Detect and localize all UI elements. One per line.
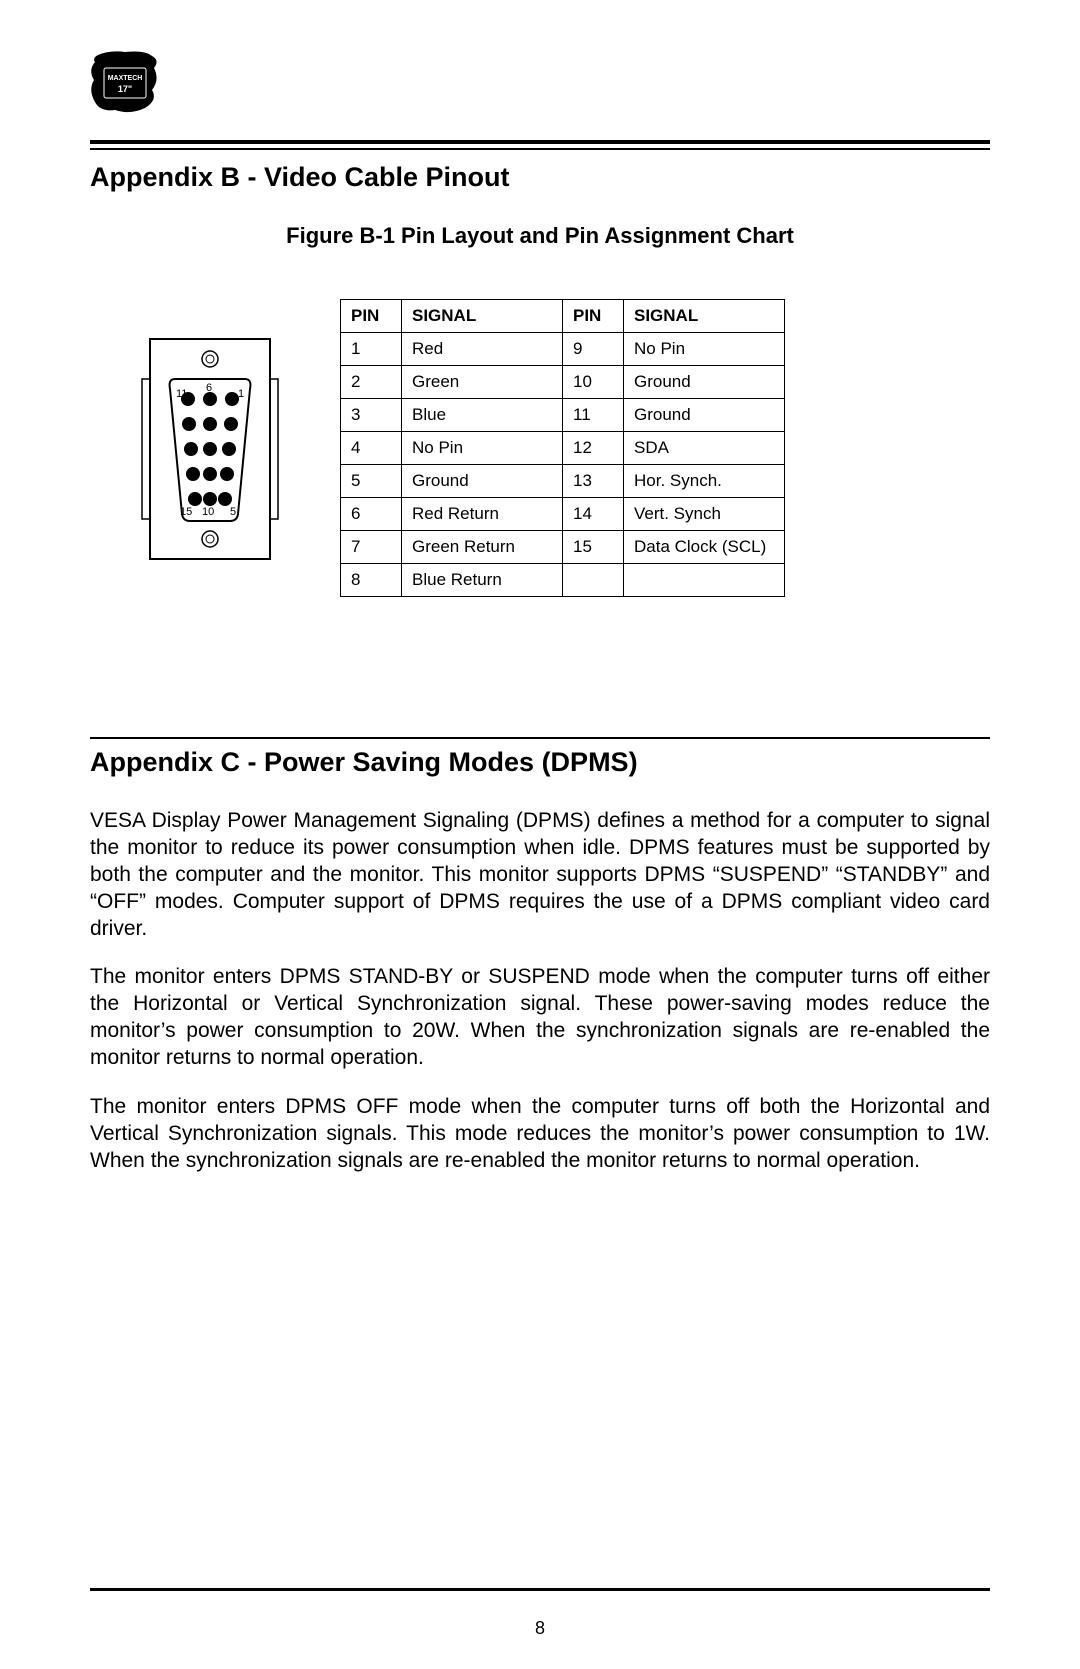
appendix-c-para-3: The monitor enters DPMS OFF mode when th… — [90, 1094, 990, 1175]
appendix-c-rule — [90, 737, 990, 739]
pin-label-11: 11 — [176, 388, 187, 400]
table-row: 6Red Return14Vert. Synch — [341, 498, 785, 531]
logo-text-top: MAXTECH — [108, 75, 143, 82]
header-logo: MAXTECH 17" — [90, 50, 990, 120]
pin-label-6: 6 — [206, 382, 212, 394]
th-pin-a: PIN — [341, 300, 402, 333]
appendix-c-para-1: VESA Display Power Management Signaling … — [90, 808, 990, 942]
table-row: 4No Pin12SDA — [341, 432, 785, 465]
th-signal-a: SIGNAL — [402, 300, 563, 333]
pin-label-5: 5 — [230, 506, 236, 518]
pin-label-1: 1 — [238, 388, 244, 400]
maxtech-logo-icon: MAXTECH 17" — [90, 50, 160, 115]
connector-icon: 11 6 1 15 10 5 — [130, 329, 290, 569]
logo-text-bottom: 17" — [118, 84, 132, 94]
table-row: 2Green10Ground — [341, 366, 785, 399]
header-rule-thick — [90, 140, 990, 144]
table-row: 5Ground13Hor. Synch. — [341, 465, 785, 498]
appendix-b-heading: Appendix B - Video Cable Pinout — [90, 162, 990, 193]
figure-b1-caption: Figure B-1 Pin Layout and Pin Assignment… — [90, 223, 990, 249]
appendix-c-heading: Appendix C - Power Saving Modes (DPMS) — [90, 747, 990, 778]
pin-label-10: 10 — [202, 506, 214, 518]
figure-b1-row: 11 6 1 15 10 5 PIN SIGNAL PIN SIGNAL 1Re… — [90, 299, 990, 597]
header-rule-thin — [90, 148, 990, 150]
footer-rule — [90, 1588, 990, 1591]
document-page: MAXTECH 17" Appendix B - Video Cable Pin… — [0, 0, 1080, 1669]
pin-label-15: 15 — [180, 506, 192, 518]
table-header-row: PIN SIGNAL PIN SIGNAL — [341, 300, 785, 333]
page-number: 8 — [0, 1618, 1080, 1639]
table-row: 3Blue11Ground — [341, 399, 785, 432]
th-pin-b: PIN — [563, 300, 624, 333]
table-row: 1Red9No Pin — [341, 333, 785, 366]
pin-assignment-table: PIN SIGNAL PIN SIGNAL 1Red9No Pin 2Green… — [340, 299, 785, 597]
table-row: 7Green Return15Data Clock (SCL) — [341, 531, 785, 564]
vga-connector-diagram: 11 6 1 15 10 5 — [130, 329, 290, 574]
th-signal-b: SIGNAL — [624, 300, 785, 333]
appendix-c-para-2: The monitor enters DPMS STAND-BY or SUSP… — [90, 964, 990, 1072]
table-row: 8Blue Return — [341, 564, 785, 597]
